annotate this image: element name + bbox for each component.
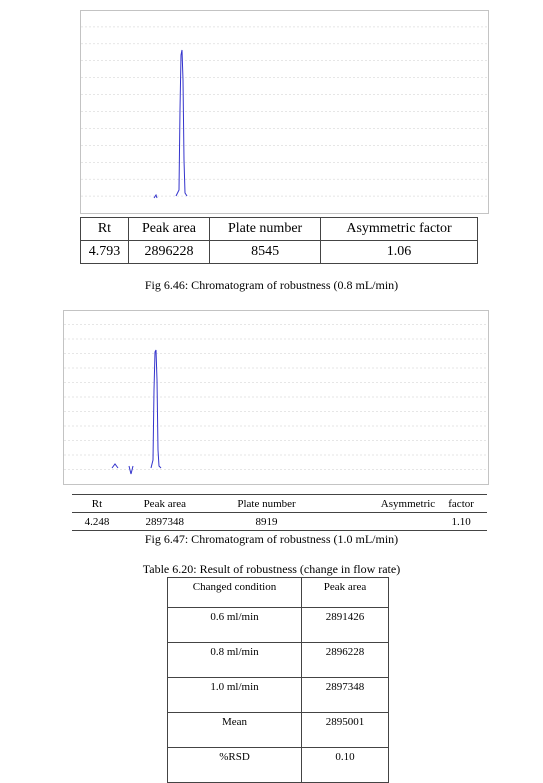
header-cell: Plate number: [207, 494, 326, 513]
cell: 2896228: [301, 642, 389, 678]
header-cell: Asymmetric: [325, 494, 436, 513]
header-cell: Peak area: [127, 217, 211, 241]
header-cell: Peak area: [301, 577, 389, 608]
header-cell: Changed condition: [167, 577, 302, 608]
cell: 8919: [207, 512, 326, 531]
cell: Mean: [167, 712, 302, 748]
cell: 4.248: [72, 512, 122, 531]
header-cell: Peak area: [121, 494, 208, 513]
header-cell: Rt: [72, 494, 122, 513]
cell: 2897348: [121, 512, 208, 531]
header-cell: Rt: [80, 217, 129, 241]
cell: %RSD: [167, 747, 302, 783]
cell: 0.10: [301, 747, 389, 783]
cell: 0.8 ml/min: [167, 642, 302, 678]
cell: 2891426: [301, 607, 389, 643]
result-table-1: Rt Peak area Plate number Asymmetric factor…: [80, 217, 478, 264]
chromatogram-2: [63, 310, 489, 485]
header-cell: Plate number: [209, 217, 322, 241]
cell: 1.06: [320, 240, 478, 264]
cell: 0.6 ml/min: [167, 607, 302, 643]
cell: 8545: [209, 240, 322, 264]
cell: 1.0 ml/min: [167, 677, 302, 713]
cell: 2895001: [301, 712, 389, 748]
result-table-2: Rt Peak area Plate number Asymmetric factor …: [72, 494, 487, 531]
cell: 2897348: [301, 677, 389, 713]
caption: Fig 6.46: Chromatogram of robustness (0.…: [144, 278, 399, 292]
caption: Fig 6.47: Chromatogram of robustness (1.…: [144, 532, 399, 546]
table-title: Table 6.20: Result of robustness (change…: [142, 562, 401, 576]
cell: 2896228: [127, 240, 211, 264]
cell: 1.10: [435, 512, 487, 531]
robustness-table: Changed condition Peak area 0.6 ml/min 289…: [167, 577, 389, 783]
header-cell: factor: [435, 494, 487, 513]
header-cell: Asymmetric factor: [320, 217, 478, 241]
cell: 4.793: [80, 240, 129, 264]
chromatogram-1: [80, 10, 489, 214]
